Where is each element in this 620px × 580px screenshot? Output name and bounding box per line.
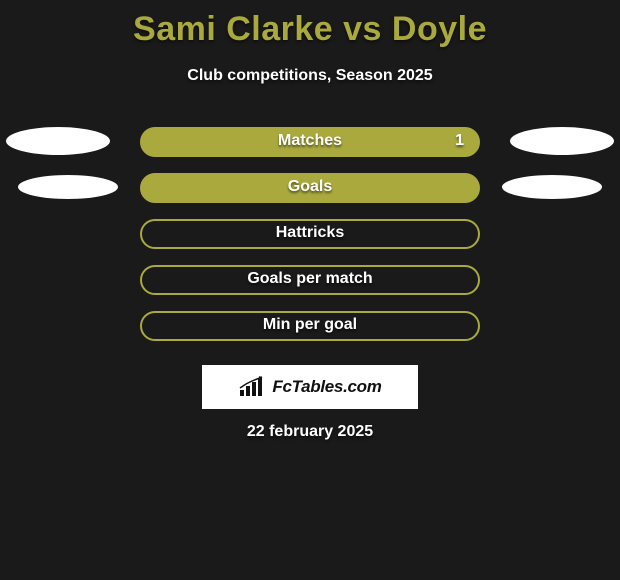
bar-chart-icon (238, 376, 266, 398)
stat-label: Goals (142, 178, 478, 196)
logo-box: FcTables.com (202, 365, 418, 409)
stat-pill: Matches 1 (140, 127, 480, 157)
stat-rows: Matches 1 Goals Hattricks Goals per matc… (0, 123, 620, 353)
stat-pill: Goals per match (140, 265, 480, 295)
stat-label: Matches (142, 132, 478, 150)
right-marker (510, 127, 614, 155)
logo-text: FcTables.com (272, 377, 381, 397)
stat-pill: Goals (140, 173, 480, 203)
right-marker (502, 175, 602, 199)
left-marker (6, 127, 110, 155)
stat-label: Hattricks (142, 224, 478, 242)
stat-row-hattricks: Hattricks (0, 215, 620, 261)
stat-row-goals: Goals (0, 169, 620, 215)
stat-row-matches: Matches 1 (0, 123, 620, 169)
stat-row-min-per-goal: Min per goal (0, 307, 620, 353)
left-marker (18, 175, 118, 199)
stat-pill: Min per goal (140, 311, 480, 341)
stat-label: Goals per match (142, 270, 478, 288)
date-text: 22 february 2025 (0, 423, 620, 441)
stat-label: Min per goal (142, 316, 478, 334)
stat-row-goals-per-match: Goals per match (0, 261, 620, 307)
subtitle: Club competitions, Season 2025 (0, 67, 620, 85)
stat-value-right: 1 (455, 132, 464, 150)
stat-pill: Hattricks (140, 219, 480, 249)
page-title: Sami Clarke vs Doyle (0, 0, 620, 49)
